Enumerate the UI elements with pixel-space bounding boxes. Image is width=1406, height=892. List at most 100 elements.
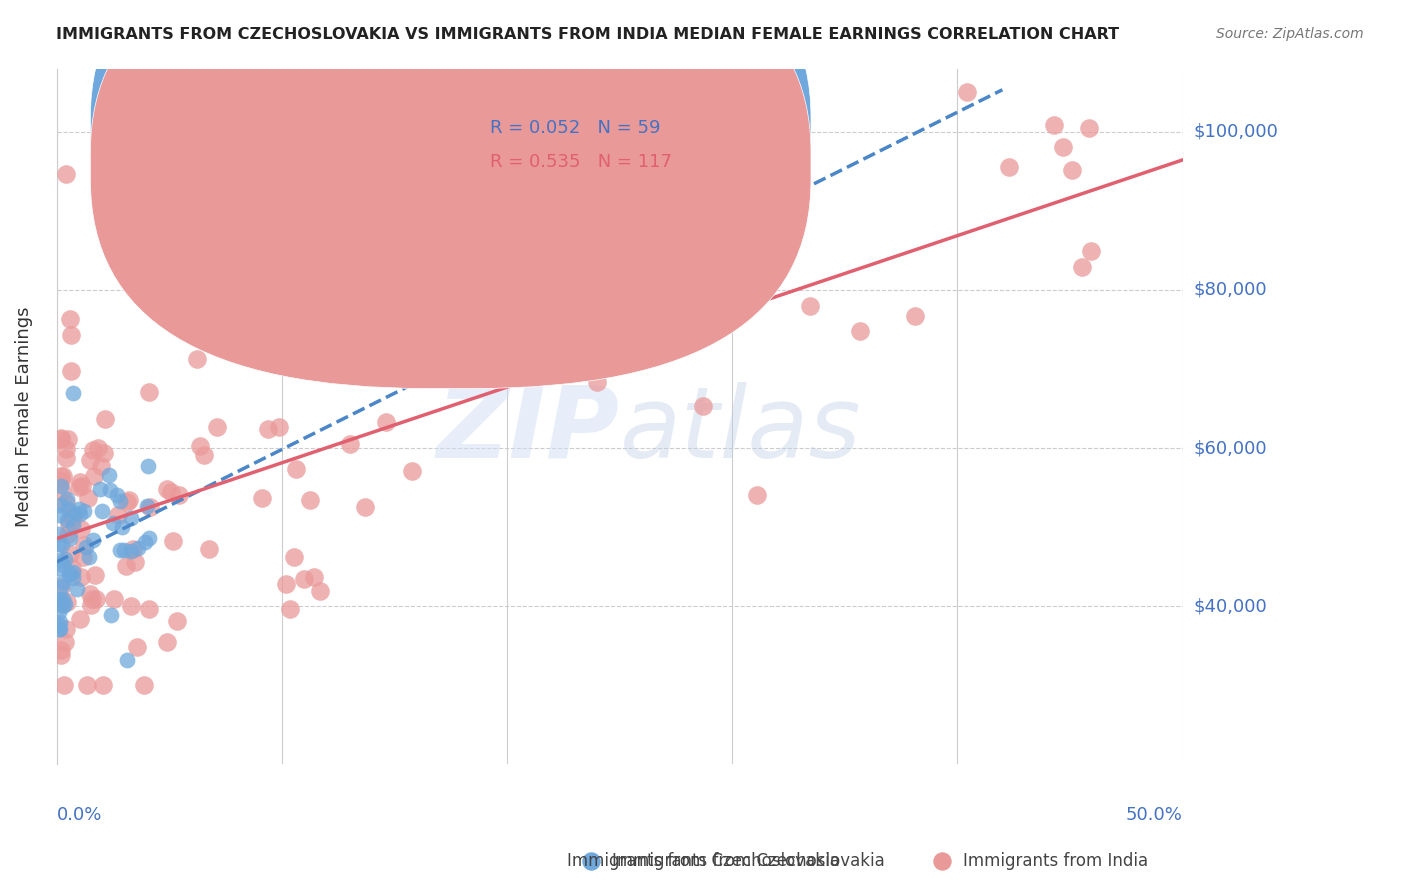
Point [52,558,75,572]
Point [166,614,188,628]
Point [83,568,105,582]
Point [186,352,208,367]
Point [49,469,72,483]
Point [86,441,108,455]
Point [269,419,291,434]
Text: Immigrants from Czechoslovakia: Immigrants from Czechoslovakia [567,852,839,870]
Point [59,531,82,545]
Text: IMMIGRANTS FROM CZECHOSLOVAKIA VS IMMIGRANTS FROM INDIA MEDIAN FEMALE EARNINGS C: IMMIGRANTS FROM CZECHOSLOVAKIA VS IMMIGR… [56,27,1119,42]
Point [585,376,607,390]
Point [62,571,84,585]
Point [66,582,89,596]
Point [205,419,228,434]
Point [350,233,373,247]
Point [49,475,72,489]
Point [80,592,103,607]
Text: 50.0%: 50.0% [1126,806,1182,824]
Point [48,605,70,619]
Point [59,327,82,342]
Point [77,550,100,565]
Point [48,618,70,632]
Point [51,485,73,500]
Point [127,541,149,555]
Point [56,432,79,446]
Point [112,542,135,557]
Point [48,592,70,607]
Point [70,570,93,584]
Point [94,412,117,426]
Point [82,533,104,547]
Point [62,509,84,524]
Point [1080,244,1102,258]
Point [56,526,79,541]
Point [1070,260,1092,274]
Point [52,469,75,483]
Point [278,602,301,616]
Point [67,479,90,493]
Text: Immigrants from India: Immigrants from India [963,852,1149,870]
Point [281,302,304,317]
Point [848,324,870,338]
Point [52,592,75,607]
Point [91,678,114,692]
Point [799,299,821,313]
Point [56,513,79,527]
Text: Source: ZipAtlas.com: Source: ZipAtlas.com [1216,27,1364,41]
Point [49,581,72,595]
Point [1042,118,1064,132]
Point [48,537,70,551]
Point [745,488,768,502]
Point [252,491,274,506]
Point [73,538,96,552]
Point [169,488,191,502]
Text: Immigrants from Czechoslovakia: Immigrants from Czechoslovakia [612,852,884,870]
Text: $60,000: $60,000 [1194,439,1267,457]
Text: R = 0.052   N = 59: R = 0.052 N = 59 [491,119,661,136]
Point [79,452,101,467]
Point [49,553,72,567]
Point [193,448,215,462]
Point [394,343,416,357]
Point [69,475,91,489]
Point [55,167,77,181]
FancyBboxPatch shape [90,0,811,389]
Text: R = 0.535   N = 117: R = 0.535 N = 117 [491,153,672,171]
Point [49,498,72,512]
Point [339,437,361,451]
Point [79,598,101,612]
Point [1060,163,1083,178]
Point [82,442,104,457]
Point [56,501,79,516]
Point [283,549,305,564]
Point [595,354,617,368]
Point [55,442,77,457]
Point [51,596,73,610]
Point [692,399,714,413]
Point [309,584,332,599]
Point [122,541,145,556]
Point [84,591,107,606]
Point [62,386,84,401]
Point [58,517,80,532]
Point [89,482,111,496]
Point [48,527,70,541]
Point [117,494,139,508]
Point [135,499,157,513]
Point [49,648,72,663]
Point [299,493,322,508]
Point [353,346,375,360]
Point [59,547,82,561]
Y-axis label: Median Female Earnings: Median Female Earnings [15,306,32,526]
Point [90,504,112,518]
Point [120,599,142,613]
Point [160,485,183,500]
Point [53,552,76,566]
Point [55,595,77,609]
Point [111,520,134,534]
Point [138,532,160,546]
Point [49,431,72,445]
Point [319,347,342,361]
Point [156,483,179,497]
Point [281,347,304,361]
Point [115,653,138,667]
